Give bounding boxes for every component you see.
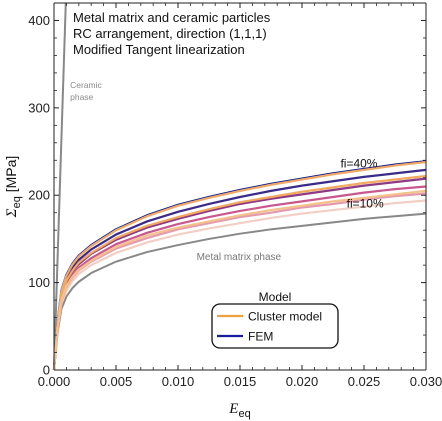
axes: 0.000 0.005 0.010 0.015 0.020 0.025 0.030 0 100 2… [28, 2, 442, 389]
series-line-1 [53, 212, 427, 371]
series-line-10 [52, 189, 427, 371]
legend-title: Model [259, 290, 292, 304]
chart-annotation: fi=10% [347, 196, 384, 210]
y-tick-label: 100 [28, 275, 50, 290]
x-tick-label: 0.005 [100, 374, 133, 389]
chart-annotation: Ceramic [70, 80, 102, 90]
chart-title-line: RC arrangement, direction (1,1,1) [73, 26, 267, 41]
y-tick-label: 200 [28, 188, 50, 203]
y-tick-label: 0 [43, 363, 50, 378]
x-tick-label: 0.025 [348, 374, 381, 389]
chart-annotation: fi=40% [340, 156, 377, 170]
series-line-0 [53, 2, 67, 371]
chart-title-line: Modified Tangent linearization [73, 42, 245, 57]
y-axis-title: Σeq [MPa] [3, 156, 23, 219]
x-tick-label: 0.010 [162, 374, 195, 389]
series-line-2 [52, 199, 427, 371]
annotations: Ceramic phase fi=40% fi=10% Metal matrix pha… [70, 80, 384, 263]
x-tick-label: 0.000 [38, 374, 71, 389]
legend-box [211, 303, 339, 349]
legend[interactable]: Model Cluster model FEM [211, 290, 339, 349]
series-line-9 [52, 174, 427, 371]
plot-lines [52, 2, 427, 371]
x-tick-label: 0.020 [286, 374, 319, 389]
x-axis-title: Eeq [228, 401, 250, 420]
series-line-8 [52, 160, 427, 371]
x-tick-label: 0.030 [410, 374, 442, 389]
y-tick-label: 400 [28, 13, 50, 28]
legend-item-label: FEM [248, 330, 273, 344]
chart-title-line: Metal matrix and ceramic particles [73, 10, 271, 25]
legend-item-label: Cluster model [248, 310, 322, 324]
chart-annotation: Metal matrix phase [197, 252, 282, 263]
y-tick-label: 300 [28, 100, 50, 115]
x-tick-label: 0.015 [224, 374, 257, 389]
axis-titles: Eeq Σeq [MPa] [3, 156, 251, 420]
chart-annotation: phase [70, 92, 93, 102]
